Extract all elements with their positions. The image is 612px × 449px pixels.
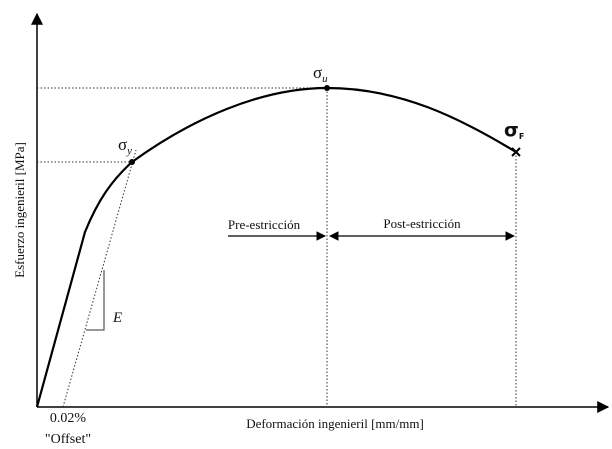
modulus-label: E bbox=[112, 310, 122, 326]
symbol: σ bbox=[504, 119, 519, 141]
symbol: σ bbox=[313, 63, 322, 82]
fracture-label: σF bbox=[504, 119, 524, 141]
ultimate-point bbox=[324, 85, 330, 91]
post-label: Post-estricción bbox=[383, 216, 461, 231]
offset-line bbox=[62, 149, 137, 408]
fracture-point bbox=[511, 147, 521, 157]
subscript: F bbox=[519, 132, 524, 141]
offset-label: "Offset" bbox=[45, 432, 91, 447]
yield-label: σy bbox=[118, 135, 132, 157]
ultimate-label: σu bbox=[313, 63, 328, 85]
pre-label: Pre-estricción bbox=[228, 217, 301, 232]
offset-value: 0.02% bbox=[50, 411, 87, 426]
subscript: u bbox=[322, 73, 328, 85]
subscript: y bbox=[126, 145, 132, 157]
stress-strain-curve bbox=[35, 86, 517, 408]
slope-triangle bbox=[86, 270, 105, 331]
yield-point bbox=[129, 159, 135, 165]
x-axis-label: Deformación ingenieril [mm/mm] bbox=[246, 416, 424, 431]
symbol: σ bbox=[118, 135, 127, 154]
y-axis-label: Esfuerzo ingenieril [MPa] bbox=[12, 142, 27, 278]
